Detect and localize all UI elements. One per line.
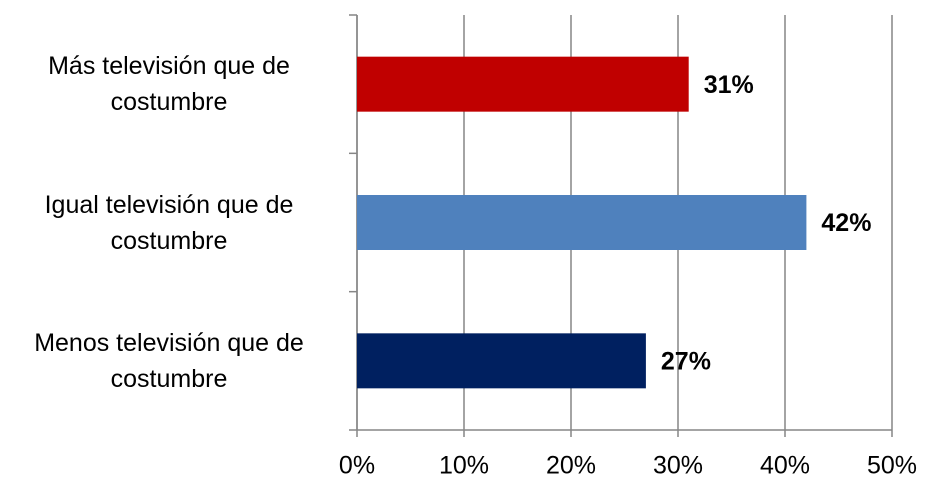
y-tick-label: Igual televisión que de costumbre bbox=[44, 190, 294, 255]
bar bbox=[357, 195, 807, 250]
y-tick-label: Más televisión que de costumbre bbox=[48, 52, 290, 117]
y-tick-label: Menos televisión que de costumbre bbox=[34, 328, 304, 393]
bar bbox=[357, 56, 689, 112]
x-tick-label: 30% bbox=[653, 452, 703, 478]
x-tick-label: 40% bbox=[760, 452, 810, 478]
x-tick-label: 0% bbox=[339, 452, 375, 478]
x-tick-label: 50% bbox=[867, 452, 917, 478]
data-label: 31% bbox=[704, 71, 754, 99]
bar bbox=[357, 333, 646, 389]
x-tick-label: 20% bbox=[546, 452, 596, 478]
x-tick-label: 10% bbox=[439, 452, 489, 478]
data-label: 27% bbox=[661, 347, 711, 375]
data-label: 42% bbox=[821, 209, 871, 237]
